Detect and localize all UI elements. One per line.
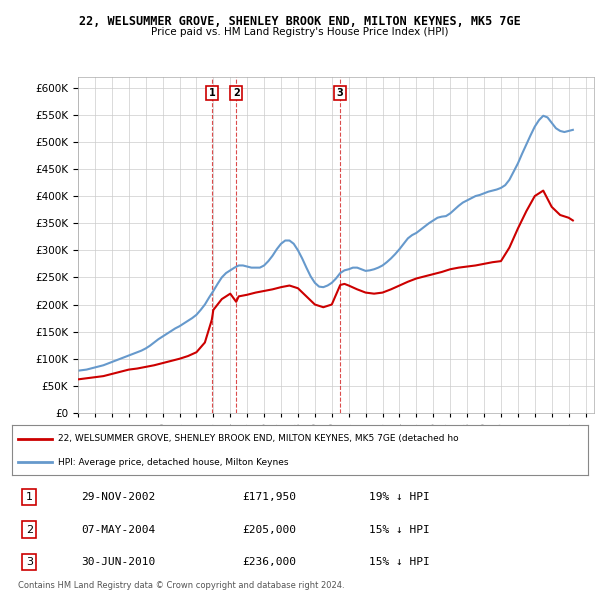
Text: Price paid vs. HM Land Registry's House Price Index (HPI): Price paid vs. HM Land Registry's House … bbox=[151, 27, 449, 37]
Text: 1: 1 bbox=[208, 88, 215, 98]
Text: 2: 2 bbox=[233, 88, 239, 98]
Text: 07-MAY-2004: 07-MAY-2004 bbox=[81, 525, 155, 535]
Text: Contains HM Land Registry data © Crown copyright and database right 2024.: Contains HM Land Registry data © Crown c… bbox=[18, 581, 344, 590]
Text: 1: 1 bbox=[26, 492, 33, 502]
Text: 22, WELSUMMER GROVE, SHENLEY BROOK END, MILTON KEYNES, MK5 7GE (detached ho: 22, WELSUMMER GROVE, SHENLEY BROOK END, … bbox=[58, 434, 459, 443]
Text: 2: 2 bbox=[26, 525, 33, 535]
Text: 29-NOV-2002: 29-NOV-2002 bbox=[81, 492, 155, 502]
Text: HPI: Average price, detached house, Milton Keynes: HPI: Average price, detached house, Milt… bbox=[58, 458, 289, 467]
Text: 3: 3 bbox=[26, 557, 33, 567]
Text: 19% ↓ HPI: 19% ↓ HPI bbox=[369, 492, 430, 502]
Text: 22, WELSUMMER GROVE, SHENLEY BROOK END, MILTON KEYNES, MK5 7GE: 22, WELSUMMER GROVE, SHENLEY BROOK END, … bbox=[79, 15, 521, 28]
Text: 15% ↓ HPI: 15% ↓ HPI bbox=[369, 557, 430, 567]
Text: £171,950: £171,950 bbox=[242, 492, 296, 502]
Text: 15% ↓ HPI: 15% ↓ HPI bbox=[369, 525, 430, 535]
Text: 3: 3 bbox=[337, 88, 344, 98]
Text: £236,000: £236,000 bbox=[242, 557, 296, 567]
Text: £205,000: £205,000 bbox=[242, 525, 296, 535]
Text: 30-JUN-2010: 30-JUN-2010 bbox=[81, 557, 155, 567]
